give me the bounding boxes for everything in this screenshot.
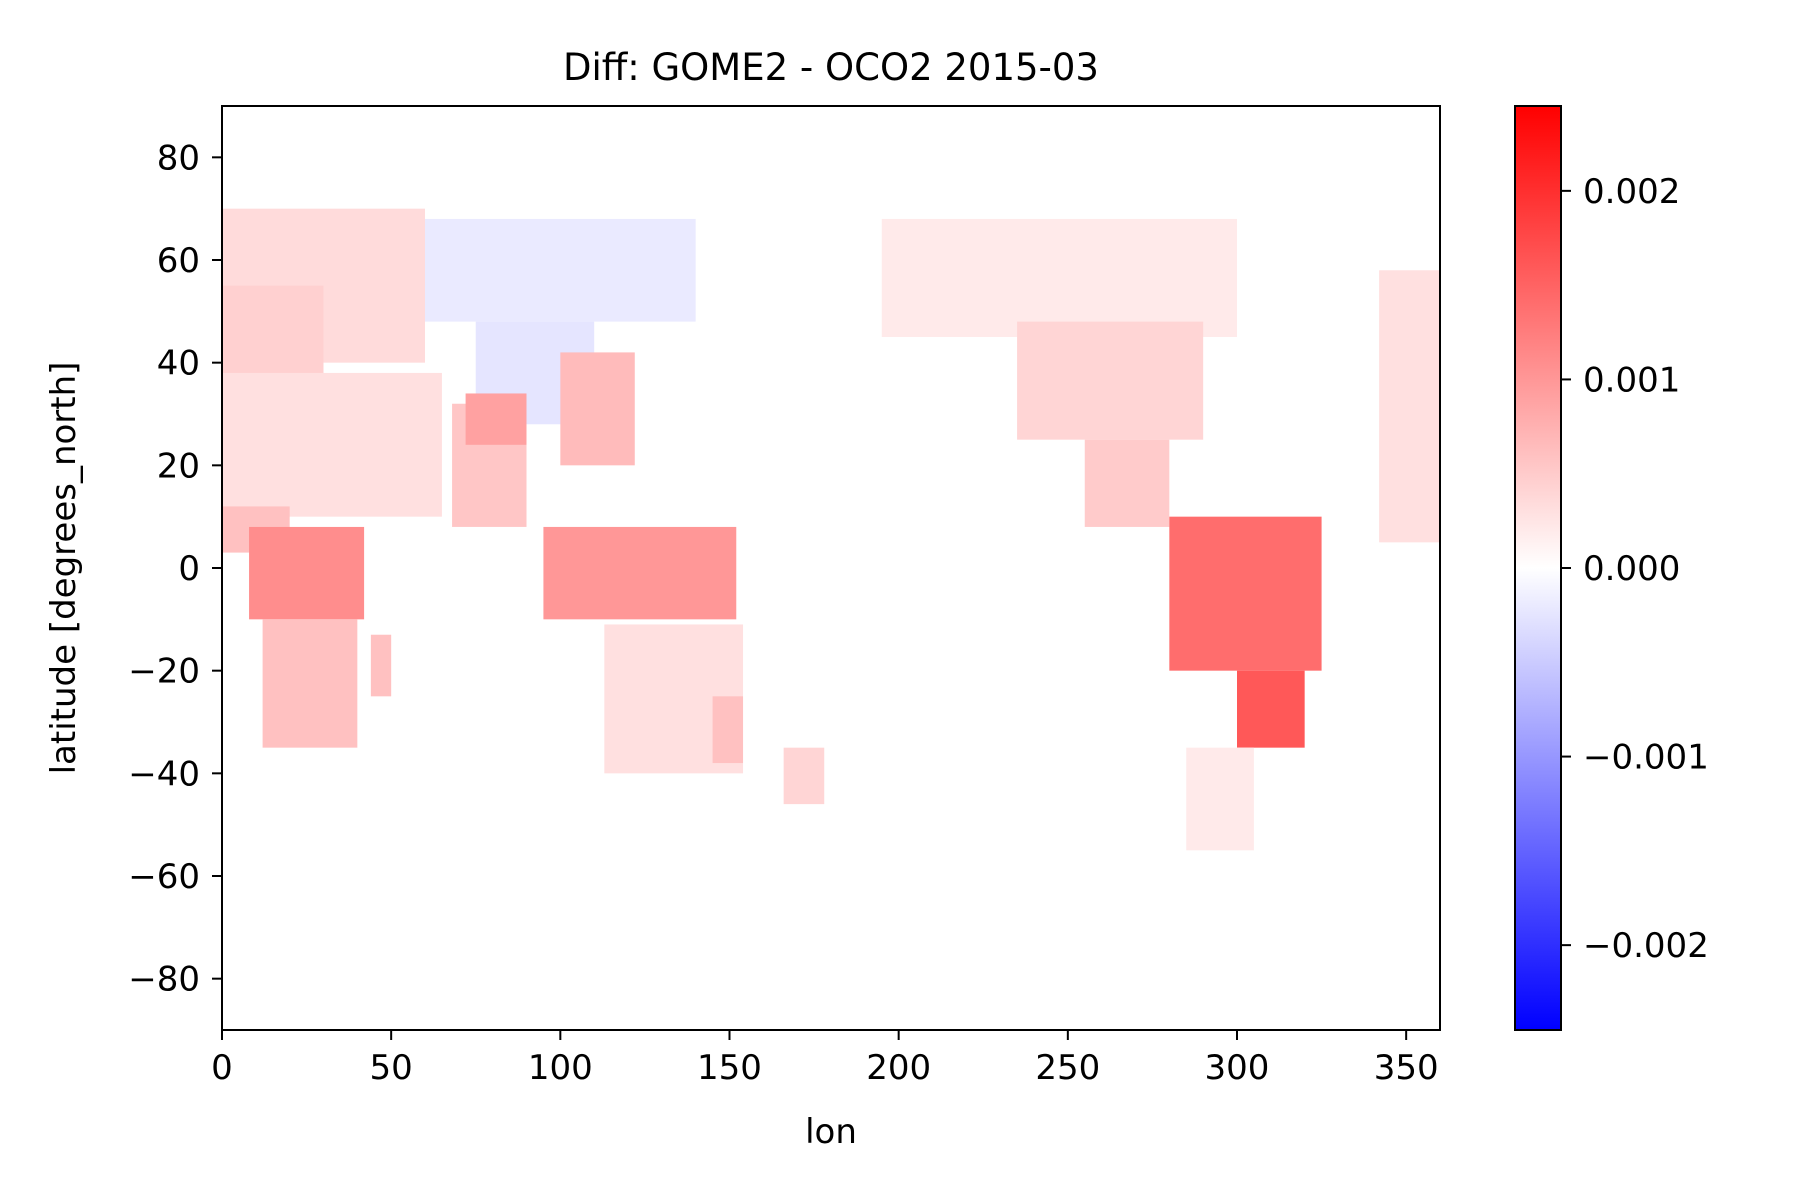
x-tick-label: 250	[1035, 1048, 1100, 1088]
colorbar-tick-label: 0.001	[1583, 360, 1680, 400]
y-tick-label: 40	[157, 344, 200, 384]
heatmap-cell-6	[370, 634, 392, 697]
heatmap-cell-22	[1379, 270, 1440, 543]
y-tick-label: −60	[128, 857, 200, 897]
y-tick-label: −80	[128, 960, 200, 1000]
y-tick-label: 0	[178, 549, 200, 589]
y-tick-label: −40	[128, 754, 200, 794]
x-tick-label: 150	[697, 1048, 762, 1088]
heatmap-cell-20	[1237, 670, 1305, 748]
y-tick-label: 20	[157, 446, 200, 486]
heatmap-cell-11	[560, 352, 635, 466]
colorbar-axis: 0.002 0.001 0.000 −0.001 −0.002	[1561, 172, 1709, 966]
colorbar-tick-label: 0.000	[1583, 549, 1680, 589]
colorbar-tick-label: 0.002	[1583, 172, 1680, 212]
heatmap-cell-16	[881, 218, 1237, 337]
x-tick-label: 300	[1205, 1048, 1270, 1088]
heatmap-cell-19	[1169, 516, 1322, 671]
y-axis: 80 60 40 20 0 −20 −40 −60 −80	[128, 138, 222, 1000]
x-tick-label: 200	[866, 1048, 931, 1088]
colorbar-tick-label: −0.001	[1583, 738, 1709, 778]
heatmap-cell-7	[425, 218, 696, 322]
heatmap-cell-14	[712, 696, 744, 764]
colorbar	[1514, 105, 1562, 1031]
y-tick-label: −20	[128, 652, 200, 692]
x-tick-label: 350	[1374, 1048, 1439, 1088]
heatmap-cell-4	[249, 526, 365, 620]
heatmap-cell-2	[222, 372, 442, 517]
heatmap-layer	[222, 208, 1440, 851]
x-tick-label: 50	[370, 1048, 413, 1088]
x-tick-label: 0	[211, 1048, 233, 1088]
y-tick-label: 80	[157, 138, 200, 178]
heatmap-cell-18	[1084, 439, 1170, 527]
colorbar-tick-label: −0.002	[1583, 926, 1709, 966]
heatmap-cell-15	[783, 747, 825, 805]
y-axis-label: latitude [degrees_north]	[44, 362, 84, 775]
x-axis-label: lon	[805, 1112, 857, 1152]
heatmap-cell-10	[465, 393, 527, 445]
y-tick-label: 60	[157, 241, 200, 281]
x-axis: 0 50 100 150 200 250 300 350	[211, 1030, 1439, 1088]
heatmap-cell-17	[1017, 321, 1204, 440]
heatmap-cell-12	[543, 526, 737, 620]
heatmap-cell-21	[1186, 747, 1254, 851]
chart-title: Diff: GOME2 - OCO2 2015-03	[563, 46, 1099, 89]
heatmap-cell-5	[262, 619, 358, 748]
x-tick-label: 100	[528, 1048, 593, 1088]
